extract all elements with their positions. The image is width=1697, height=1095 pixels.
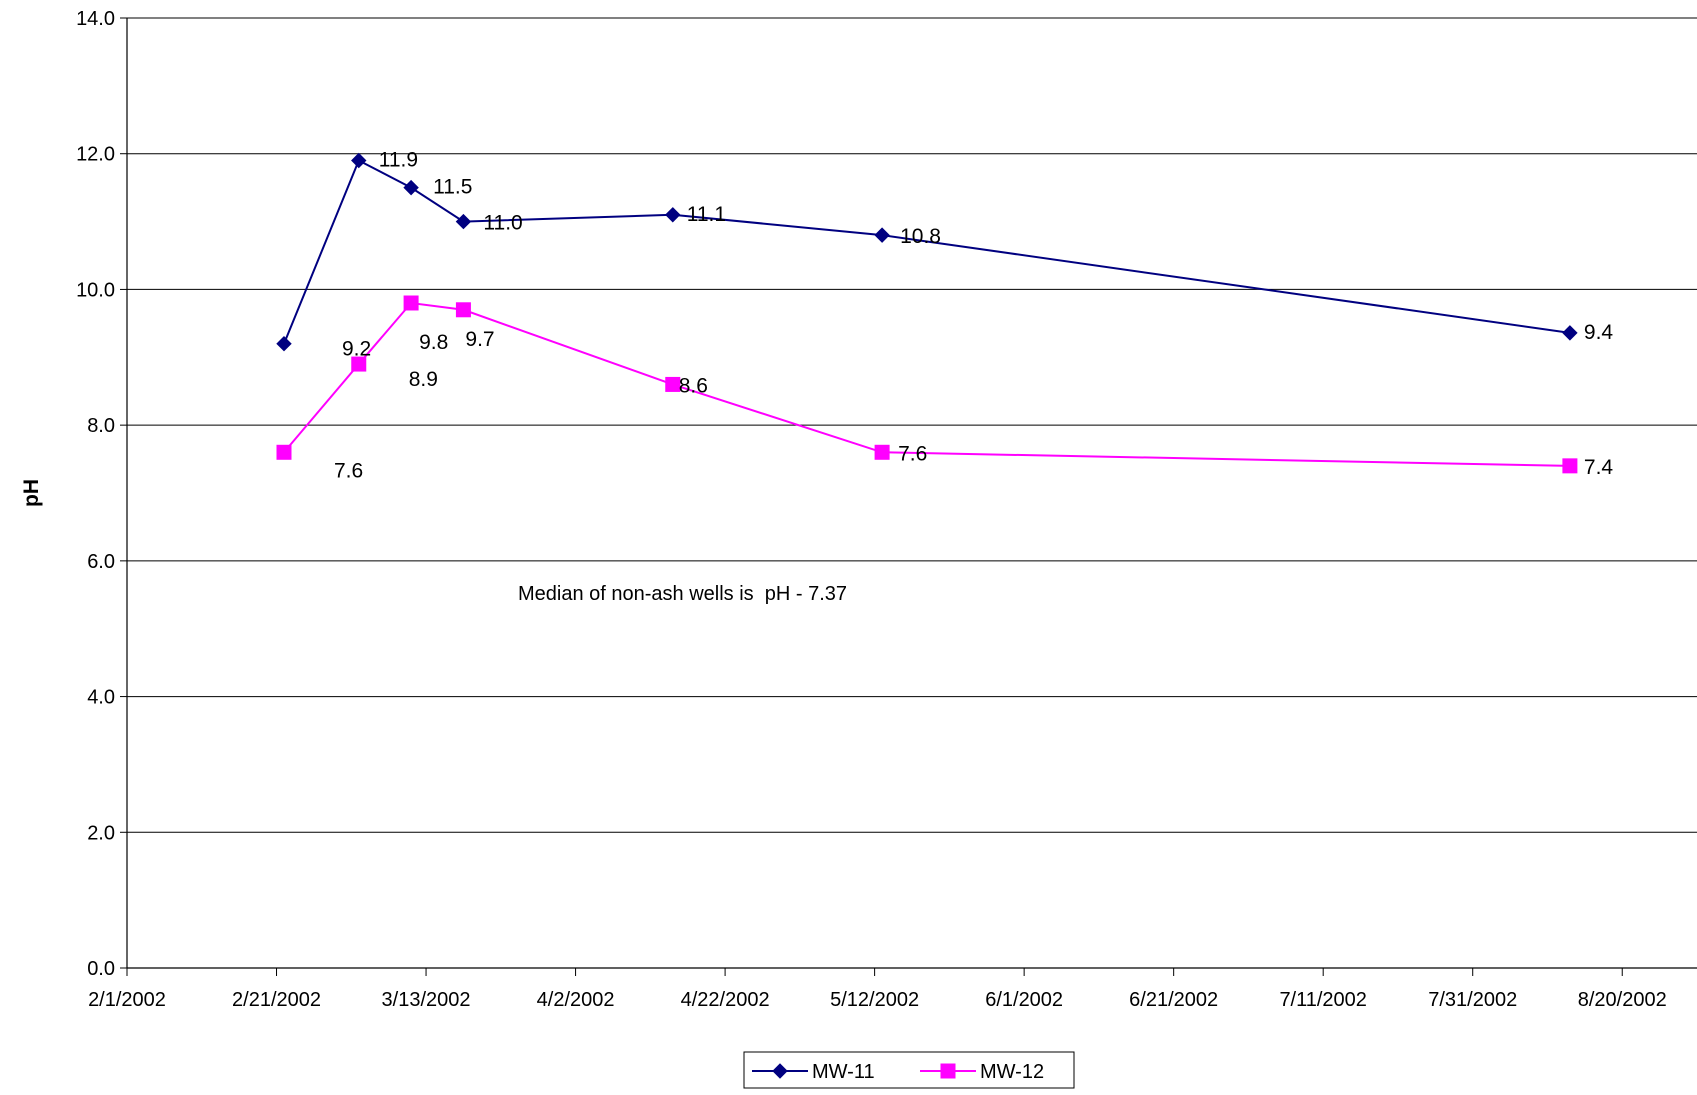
data-label-mw-11: 11.5 <box>433 176 472 199</box>
data-point-mw-11 <box>1562 325 1578 341</box>
legend: MW-11 MW-12 <box>743 1051 1075 1089</box>
data-labels: 9.2 11.9 11.5 11.0 11.1 10.8 9.4 7.6 8.9 9.8 9.7 8.… <box>334 149 1613 483</box>
data-point-mw-12 <box>403 295 419 311</box>
data-point-mw-12 <box>1562 458 1578 474</box>
x-tick-label: 7/11/2002 <box>1279 989 1367 1011</box>
y-tick-label: 10.0 <box>76 279 115 301</box>
x-tick-label: 6/21/2002 <box>1129 989 1218 1011</box>
data-point-mw-11 <box>874 227 890 243</box>
data-label-mw-11: 9.2 <box>342 338 371 361</box>
legend-label-mw-12: MW-12 <box>980 1061 1044 1083</box>
x-tick-label: 2/21/2002 <box>232 989 321 1011</box>
data-label-mw-12: 7.6 <box>898 442 927 465</box>
legend-marker-mw-11 <box>772 1063 788 1079</box>
series-mw-11 <box>276 152 1578 352</box>
x-tick-label: 6/1/2002 <box>985 989 1063 1011</box>
data-label-mw-11: 11.0 <box>483 212 522 235</box>
y-tick-label: 4.0 <box>87 687 115 709</box>
x-tick-label: 4/2/2002 <box>537 989 615 1011</box>
y-tick-label: 2.0 <box>87 822 115 844</box>
data-point-mw-12 <box>276 444 292 460</box>
legend-item-mw-12: MW-12 <box>920 1061 1044 1083</box>
x-ticks: 2/1/2002 2/21/2002 3/13/2002 4/2/2002 4/22/2… <box>88 968 1667 1011</box>
x-tick-label: 2/1/2002 <box>88 989 166 1011</box>
legend-label-mw-11: MW-11 <box>812 1061 875 1083</box>
legend-items: MW-11 MW-12 <box>752 1061 1044 1083</box>
axes <box>126 18 1697 969</box>
chart-annotation: Median of non-ash wells is pH - 7.37 <box>518 583 847 605</box>
gridlines <box>127 17 1697 833</box>
x-tick-label: 7/31/2002 <box>1428 989 1517 1011</box>
y-tick-label: 8.0 <box>87 415 115 437</box>
data-label-mw-11: 11.9 <box>379 149 418 172</box>
x-tick-label: 8/20/2002 <box>1578 989 1667 1011</box>
series <box>276 152 1578 474</box>
data-label-mw-11: 10.8 <box>900 225 941 248</box>
data-label-mw-11: 11.1 <box>687 203 726 226</box>
data-label-mw-12: 8.6 <box>679 374 708 397</box>
y-tick-label: 14.0 <box>76 8 115 30</box>
data-point-mw-12 <box>874 444 890 460</box>
legend-item-mw-11: MW-11 <box>752 1061 875 1083</box>
data-label-mw-12: 7.6 <box>334 459 363 482</box>
data-point-mw-12 <box>351 356 367 372</box>
x-tick-label: 4/22/2002 <box>681 989 770 1011</box>
data-point-mw-11 <box>665 207 681 223</box>
y-axis-label: pH <box>20 479 43 507</box>
x-tick-label: 5/12/2002 <box>830 989 919 1011</box>
data-label-mw-12: 9.7 <box>465 328 494 351</box>
y-tick-label: 12.0 <box>76 144 115 166</box>
data-point-mw-12 <box>665 376 681 392</box>
data-point-mw-11 <box>455 213 472 230</box>
series-mw-12 <box>276 295 1578 474</box>
x-tick-label: 3/13/2002 <box>382 989 471 1011</box>
data-label-mw-12: 7.4 <box>1584 456 1614 479</box>
data-label-mw-12: 9.8 <box>419 331 448 354</box>
data-label-mw-11: 9.4 <box>1584 321 1614 344</box>
legend-marker-mw-12 <box>940 1063 956 1079</box>
y-tick-label: 6.0 <box>87 551 115 573</box>
y-ticks: 0.0 2.0 4.0 6.0 8.0 10.0 12.0 14.0 <box>76 8 127 980</box>
data-point-mw-11 <box>403 179 419 196</box>
y-tick-label: 0.0 <box>87 958 115 980</box>
data-point-mw-12 <box>455 302 471 318</box>
data-label-mw-12: 8.9 <box>409 368 438 391</box>
data-point-mw-11 <box>276 336 292 352</box>
data-point-mw-11 <box>351 152 367 169</box>
